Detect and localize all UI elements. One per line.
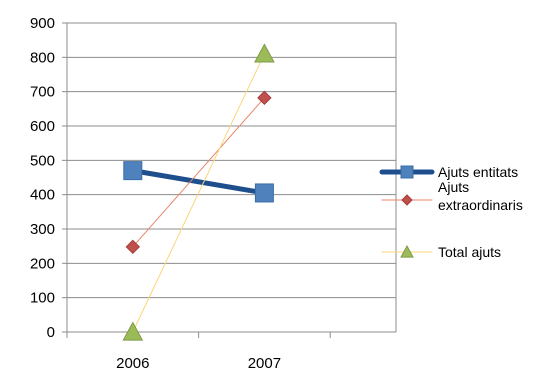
y-axis-tick-labels: 0 100 200 300 400 500 600 700 800 900 [30,15,55,341]
y-tick-label: 200 [30,255,55,272]
legend-marker-ajuts-entitats [400,165,414,179]
data-point-ajuts-extraordinaris [257,90,272,106]
gridlines [67,22,396,299]
legend-label-ajuts-extraordinaris: extraordinaris [438,197,523,213]
y-tick-label: 300 [30,221,55,238]
y-tick-label: 400 [30,187,55,204]
data-point-ajuts-entitats [123,161,143,181]
data-point-total-ajuts [254,43,275,63]
legend-marker-total-ajuts [400,244,414,258]
legend-label-ajuts-entitats: Ajuts entitats [438,164,518,180]
y-tick-label: 600 [30,118,55,135]
series-group [122,43,275,341]
y-tick-label: 100 [30,290,55,307]
legend-marker-ajuts-extraordinaris [401,194,413,206]
series-line-total-ajuts [132,53,265,333]
data-point-ajuts-entitats [254,183,274,203]
legend-label-ajuts-extraordinaris: Ajuts [438,179,469,195]
data-point-ajuts-extraordinaris [125,239,141,255]
y-tick-label: 900 [30,15,55,32]
legend-label-total-ajuts: Total ajuts [438,244,501,260]
axes [62,22,397,338]
series-line-ajuts-extraordinaris [132,97,265,248]
x-axis-tick-labels: 2006 2007 [116,355,281,372]
plot-background [67,23,396,332]
plot-area [67,23,396,332]
x-tick-label: 2007 [248,355,281,372]
y-tick-label: 500 [30,152,55,169]
x-tick-label: 2006 [116,355,149,372]
data-point-total-ajuts [122,321,144,341]
series-line-ajuts-entitats [130,168,267,196]
y-tick-label: 0 [47,324,55,341]
y-tick-label: 700 [30,84,55,101]
y-tick-label: 800 [30,49,55,66]
